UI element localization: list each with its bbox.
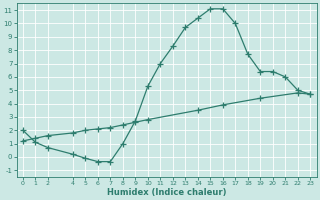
X-axis label: Humidex (Indice chaleur): Humidex (Indice chaleur) [107, 188, 226, 197]
